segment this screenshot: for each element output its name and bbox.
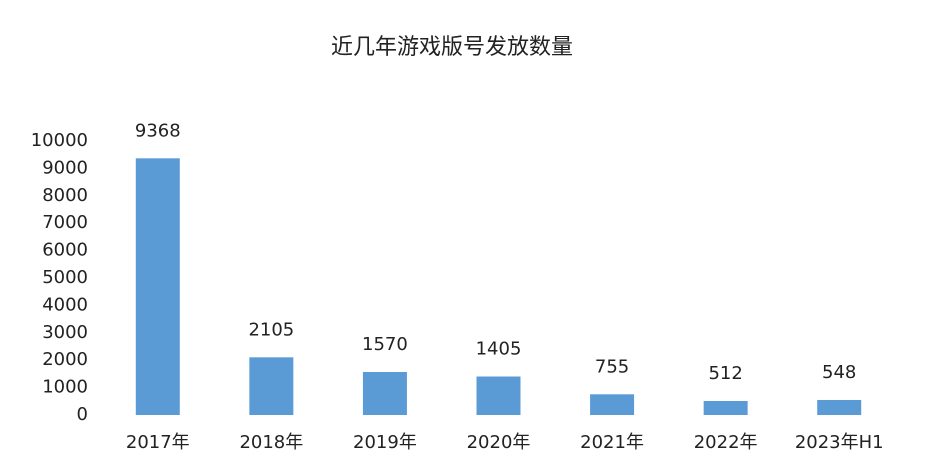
x-tick-label: 2021年 xyxy=(580,432,644,453)
x-tick-label: 2022年 xyxy=(694,432,758,453)
bar xyxy=(249,357,294,415)
value-label: 512 xyxy=(708,363,742,384)
y-tick-label: 1000 xyxy=(42,377,88,398)
value-label: 2105 xyxy=(248,319,294,340)
bar xyxy=(362,371,407,415)
value-label: 1570 xyxy=(362,334,408,355)
y-tick-label: 4000 xyxy=(42,294,88,315)
x-tick-label: 2019年 xyxy=(353,432,417,453)
y-tick-label: 7000 xyxy=(42,212,88,233)
bar xyxy=(135,158,180,415)
y-tick-label: 9000 xyxy=(42,157,88,178)
y-tick-label: 5000 xyxy=(42,267,88,288)
y-tick-label: 2000 xyxy=(42,349,88,370)
bar xyxy=(817,399,862,415)
value-label: 755 xyxy=(595,356,629,377)
y-tick-label: 0 xyxy=(77,404,88,425)
value-label: 9368 xyxy=(135,120,181,141)
value-label: 548 xyxy=(822,362,856,383)
y-tick-label: 3000 xyxy=(42,322,88,343)
x-tick-label: 2017年 xyxy=(126,432,190,453)
chart-title: 近几年游戏版号发放数量 xyxy=(331,35,573,60)
y-tick-label: 10000 xyxy=(31,130,88,151)
y-tick-label: 8000 xyxy=(42,185,88,206)
y-tick-label: 6000 xyxy=(42,240,88,261)
bar xyxy=(703,400,748,415)
x-tick-label: 2020年 xyxy=(467,432,531,453)
x-tick-label: 2023年H1 xyxy=(795,432,884,453)
bar xyxy=(590,394,635,415)
bar xyxy=(476,376,521,415)
x-tick-label: 2018年 xyxy=(239,432,303,453)
value-label: 1405 xyxy=(476,339,522,360)
